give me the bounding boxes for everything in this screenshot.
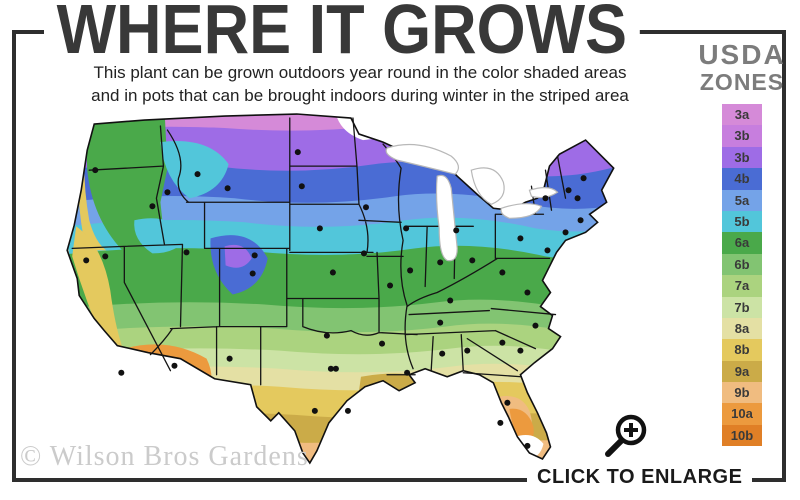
legend-zone-3a: 3a — [722, 104, 762, 126]
city-dots-layer — [83, 149, 587, 449]
city-dot — [327, 365, 334, 372]
city-dot — [404, 369, 411, 376]
city-dot — [437, 319, 444, 326]
city-dot — [437, 259, 444, 266]
city-dot — [164, 189, 171, 196]
city-dot — [403, 225, 410, 232]
city-dot — [574, 195, 581, 202]
subtitle-line2: and in pots that can be brought indoors … — [91, 85, 629, 105]
city-dot — [407, 267, 414, 274]
region-co-purple — [224, 244, 252, 268]
city-dot — [532, 322, 539, 329]
great-lakes — [385, 143, 559, 262]
city-dot — [453, 227, 460, 234]
us-hardiness-map — [66, 113, 615, 465]
city-dot — [464, 347, 471, 354]
city-dot — [562, 229, 569, 236]
watermark: © Wilson Bros Gardens — [20, 441, 309, 472]
legend-zone-10b: 10b — [722, 424, 762, 447]
region-coast-yellow — [77, 114, 107, 251]
page-title: WHERE IT GROWS — [44, 0, 640, 64]
city-dot — [329, 269, 336, 276]
city-dot — [183, 249, 190, 256]
city-dot — [83, 257, 90, 264]
city-dot — [542, 195, 549, 202]
zone-color-bands — [67, 114, 614, 463]
city-dot — [311, 407, 318, 414]
city-dot — [577, 217, 584, 224]
legend-zone-3b: 3b — [722, 125, 762, 147]
lake-erie — [500, 203, 543, 219]
city-dot — [118, 369, 125, 376]
lake-huron — [470, 167, 505, 205]
lake-superior — [385, 143, 460, 175]
city-dot — [580, 175, 587, 182]
legend-zone-8a: 8a — [722, 317, 762, 340]
usda-zones-legend: USDA ZONES 3a 3b 3b 4b 5a 5b 6a 6b 7a 7b 8a 8b 9a 9b 1… — [693, 39, 791, 447]
city-dot — [387, 282, 394, 289]
city-dot — [344, 407, 351, 414]
city-dot — [517, 347, 524, 354]
city-dot — [499, 269, 506, 276]
region-socal-orange — [102, 353, 142, 382]
legend-zone-5a: 5a — [722, 189, 762, 211]
legend-zone-8b: 8b — [722, 339, 762, 361]
legend-zone-7a: 7a — [722, 275, 762, 297]
city-dot — [379, 340, 386, 347]
region-gulf-khaki — [358, 373, 440, 398]
city-dot — [294, 149, 301, 156]
legend-zone-6b: 6b — [722, 253, 762, 276]
legend-zone-3b: 3b — [722, 146, 762, 169]
city-dot — [524, 289, 531, 296]
city-dot — [249, 270, 256, 277]
legend-zone-6a: 6a — [722, 232, 762, 254]
city-dot — [149, 203, 156, 210]
city-dot — [497, 419, 504, 426]
city-dot — [226, 355, 233, 362]
legend-zone-10a: 10a — [722, 403, 762, 425]
legend-zone-5b: 5b — [722, 210, 762, 233]
city-dot — [332, 365, 339, 372]
us-outline — [66, 113, 615, 465]
legend-title-usda: USDA — [698, 39, 786, 70]
city-dot — [360, 250, 367, 257]
subtitle: This plant can be grown outdoors year ro… — [30, 62, 690, 108]
city-dot — [447, 297, 454, 304]
city-dot — [565, 187, 572, 194]
city-dot — [544, 247, 551, 254]
city-dot — [504, 399, 511, 406]
legend-zone-9a: 9a — [722, 360, 762, 383]
legend-zone-9b: 9b — [722, 382, 762, 404]
city-dot — [499, 339, 506, 346]
city-dot — [224, 185, 231, 192]
city-dot — [469, 257, 476, 264]
city-dot — [171, 362, 178, 369]
city-dot — [517, 235, 524, 242]
legend-title-zones: ZONES — [699, 69, 785, 95]
magnifier-plus-icon[interactable] — [602, 413, 650, 465]
legend-zone-4b: 4b — [722, 168, 762, 190]
city-dot — [92, 167, 99, 174]
city-dot — [524, 442, 531, 449]
click-to-enlarge-button[interactable]: CLICK TO ENLARGE — [527, 466, 753, 489]
city-dot — [362, 204, 369, 211]
city-dot — [439, 350, 446, 357]
legend-zone-7b: 7b — [722, 296, 762, 318]
legend-zone-list: 3a 3b 3b 4b 5a 5b 6a 6b 7a 7b 8a 8b 9a 9b 10a 10b — [722, 104, 762, 447]
state-borders — [71, 117, 567, 386]
lake-ontario — [528, 187, 559, 199]
city-dot — [102, 253, 109, 260]
city-dot — [298, 183, 305, 190]
city-dot — [251, 252, 258, 259]
subtitle-line1: This plant can be grown outdoors year ro… — [93, 63, 627, 82]
region-rockies-cyan — [160, 141, 229, 199]
city-dot — [316, 225, 323, 232]
lake-michigan — [435, 174, 458, 262]
city-dot — [323, 332, 330, 339]
city-dot — [194, 171, 201, 178]
